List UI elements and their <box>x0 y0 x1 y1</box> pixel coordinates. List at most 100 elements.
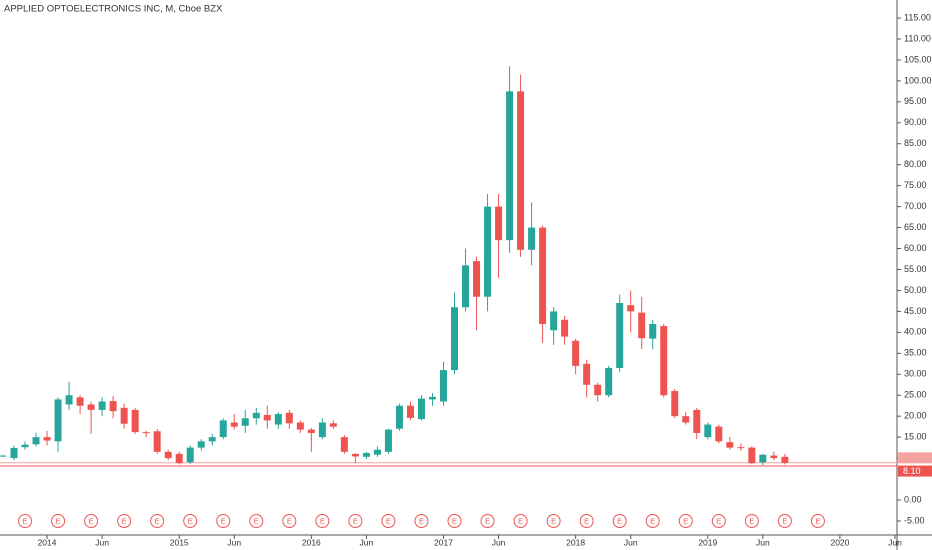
earnings-marker <box>480 514 495 528</box>
earnings-marker <box>348 514 363 528</box>
candle-body <box>451 307 459 371</box>
candle-body <box>406 405 414 418</box>
earnings-marker <box>282 514 297 528</box>
candle-body <box>285 412 293 424</box>
y-tick-label: 105.00 <box>904 54 932 64</box>
earnings-label: E <box>320 516 325 525</box>
candle-body <box>318 422 326 438</box>
candle-body <box>561 319 569 337</box>
candle-body <box>241 418 249 426</box>
x-tick-label: 2019 <box>698 537 717 547</box>
candle-body <box>54 399 62 442</box>
earnings-marker <box>183 514 198 528</box>
earnings-marker <box>810 514 825 528</box>
candle-body <box>230 422 238 427</box>
earnings-label: E <box>386 516 391 525</box>
x-tick-label: Jun <box>492 537 506 547</box>
candle-body <box>759 454 767 463</box>
earnings-marker <box>579 514 594 528</box>
candle-body <box>164 451 172 459</box>
candle-body <box>583 363 591 385</box>
candle-body <box>98 401 106 410</box>
candle-body <box>660 326 668 396</box>
earnings-label: E <box>518 516 523 525</box>
candle-body <box>252 412 260 419</box>
earnings-marker <box>150 514 165 528</box>
y-tick-label: 30.00 <box>904 369 927 379</box>
y-tick-label: 110.00 <box>904 33 931 43</box>
candle-body <box>175 453 183 464</box>
candle-body <box>439 370 447 402</box>
candle-body <box>539 227 547 324</box>
candle-body <box>638 312 646 339</box>
x-tick-label: 2020 <box>830 537 849 547</box>
candle-body <box>748 447 756 464</box>
candle-body <box>263 414 271 421</box>
candle-body <box>616 303 624 368</box>
x-tick-label: 2015 <box>170 537 189 547</box>
candle-body <box>21 444 29 448</box>
x-tick-label: 2017 <box>434 537 453 547</box>
candle-body <box>484 206 492 297</box>
candle-body <box>594 384 602 396</box>
earnings-label: E <box>23 516 28 525</box>
candle-body <box>120 407 128 424</box>
earnings-marker <box>51 514 66 528</box>
x-tick-label: Jun <box>95 537 109 547</box>
price-label-box <box>898 465 932 477</box>
earnings-marker <box>678 514 693 528</box>
candle-body <box>142 432 150 434</box>
candle-body <box>307 429 315 433</box>
candle-body <box>362 453 370 457</box>
y-tick-label: 20.00 <box>904 411 927 421</box>
x-tick-label: Jun <box>227 537 241 547</box>
earnings-marker <box>777 514 792 528</box>
x-tick-label: 2014 <box>38 537 57 547</box>
candle-body <box>528 227 536 250</box>
candle-body <box>274 414 282 425</box>
earnings-label: E <box>155 516 160 525</box>
y-tick-label: 25.00 <box>904 390 927 400</box>
earnings-label: E <box>584 516 589 525</box>
candle-body <box>32 437 40 445</box>
candle-body <box>770 455 778 459</box>
y-tick-label: -5.00 <box>904 515 925 525</box>
earnings-label: E <box>122 516 127 525</box>
earnings-label: E <box>452 516 457 525</box>
y-tick-label: 35.00 <box>904 348 927 358</box>
earnings-label: E <box>485 516 490 525</box>
candle-body <box>219 420 227 438</box>
candle-body <box>462 265 470 308</box>
earnings-label: E <box>89 516 94 525</box>
candle-body <box>649 323 657 339</box>
earnings-marker <box>645 514 660 528</box>
earnings-label: E <box>650 516 655 525</box>
candle-body <box>153 431 161 452</box>
earnings-label: E <box>221 516 226 525</box>
earnings-label: E <box>782 516 787 525</box>
earnings-marker <box>513 514 528 528</box>
earnings-marker <box>546 514 561 528</box>
y-tick-label: 70.00 <box>904 201 927 211</box>
earnings-label: E <box>56 516 61 525</box>
earnings-marker <box>447 514 462 528</box>
y-tick-label: 45.00 <box>904 306 927 316</box>
y-tick-label: 80.00 <box>904 159 927 169</box>
earnings-label: E <box>716 516 721 525</box>
earnings-marker <box>249 514 264 528</box>
y-tick-label: 95.00 <box>904 96 927 106</box>
candle-body <box>550 311 558 331</box>
candle-body <box>186 447 194 463</box>
earnings-label: E <box>815 516 820 525</box>
candle-body <box>428 396 436 400</box>
earnings-marker <box>216 514 231 528</box>
earnings-marker <box>315 514 330 528</box>
candle-body <box>417 398 425 420</box>
candle-body <box>395 405 403 429</box>
earnings-label: E <box>617 516 622 525</box>
earnings-marker <box>414 514 429 528</box>
y-tick-label: 85.00 <box>904 138 927 148</box>
x-tick-label: Jun <box>360 537 374 547</box>
candle-body <box>208 437 216 442</box>
candle-body <box>131 409 139 433</box>
